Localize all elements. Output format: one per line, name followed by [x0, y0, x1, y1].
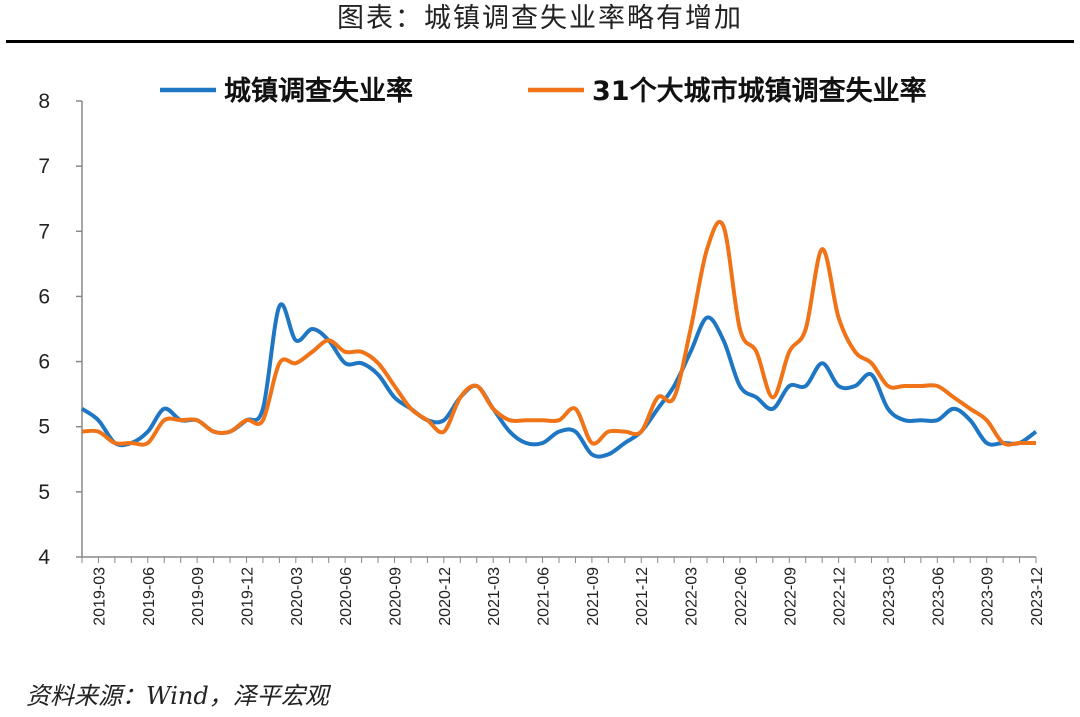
- y-tick-label: 7: [38, 220, 50, 243]
- legend-label-1: 城镇调查失业率: [224, 75, 413, 107]
- x-tick-label: 2022-03: [684, 567, 701, 626]
- y-tick-label: 4: [38, 546, 50, 569]
- x-tick-label: 2021-03: [486, 567, 503, 626]
- x-tick-label: 2019-03: [91, 567, 108, 626]
- x-tick-label: 2023-09: [980, 567, 997, 626]
- x-tick-label: 2021-06: [536, 567, 553, 626]
- legend: 城镇调查失业率 31个大城市城镇调查失业率: [160, 75, 927, 107]
- title-divider: [6, 40, 1074, 43]
- legend-label-2: 31个大城市城镇调查失业率: [592, 75, 927, 107]
- x-tick-label: 2022-09: [782, 567, 799, 626]
- axes: [81, 101, 1036, 558]
- y-axis-ticks: 4 5 5 6 6 7 7 8: [38, 90, 82, 569]
- chart-title: 图表：城镇调查失业率略有增加: [337, 3, 743, 34]
- x-tick-label: 2019-06: [141, 567, 158, 626]
- x-tick-label: 2023-03: [881, 567, 898, 626]
- y-tick-label: 6: [38, 351, 50, 374]
- x-axis-ticks: 2019-03 2019-06 2019-09 2019-12 2020-03 2020-…: [81, 557, 1046, 626]
- series-line-2: [81, 219, 1036, 447]
- x-tick-label: 2023-06: [930, 567, 947, 626]
- source-note: 资料来源：Wind，泽平宏观: [26, 682, 329, 710]
- y-tick-label: 5: [38, 416, 50, 439]
- y-tick-label: 5: [38, 481, 50, 504]
- x-tick-label: 2020-03: [289, 567, 306, 626]
- x-tick-label: 2021-12: [634, 567, 651, 626]
- x-tick-label: 2023-12: [1029, 567, 1046, 626]
- y-tick-label: 6: [38, 285, 50, 308]
- y-tick-label: 7: [38, 155, 50, 178]
- x-tick-label: 2020-09: [388, 567, 405, 626]
- x-tick-label: 2019-09: [190, 567, 207, 626]
- x-tick-label: 2019-12: [239, 567, 256, 626]
- y-tick-label: 8: [38, 90, 50, 113]
- x-tick-label: 2021-09: [585, 567, 602, 626]
- x-tick-label: 2020-06: [338, 567, 355, 626]
- x-tick-label: 2022-12: [832, 567, 849, 626]
- x-tick-label: 2022-06: [733, 567, 750, 626]
- series-lines: [80, 219, 1038, 459]
- x-tick-label: 2020-12: [437, 567, 454, 626]
